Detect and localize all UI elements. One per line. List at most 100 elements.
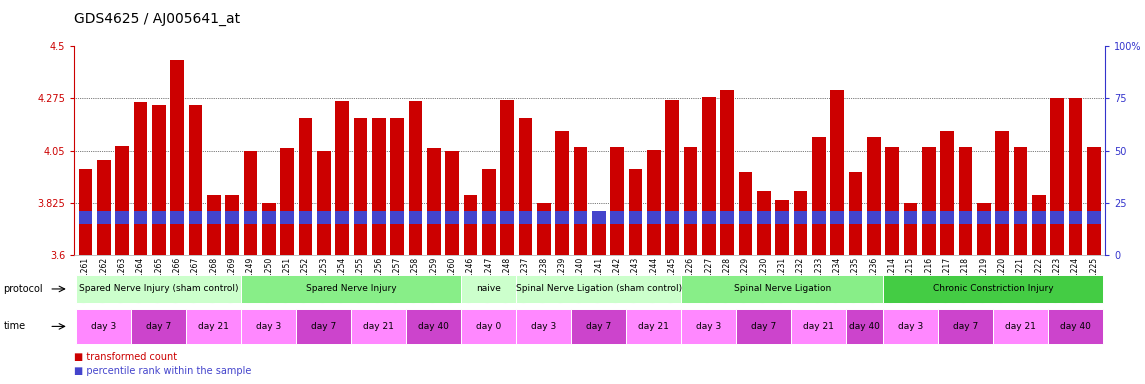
Bar	[793, 211, 807, 224]
Bar	[720, 211, 734, 224]
Bar	[500, 211, 514, 224]
Bar	[500, 99, 514, 255]
Bar	[812, 137, 826, 255]
Text: day 7: day 7	[751, 322, 776, 331]
Bar	[189, 105, 203, 255]
Bar	[629, 211, 642, 224]
Text: day 21: day 21	[804, 322, 835, 331]
Text: day 3: day 3	[696, 322, 721, 331]
Bar	[1068, 98, 1082, 255]
Text: Spinal Nerve Ligation (sham control): Spinal Nerve Ligation (sham control)	[515, 285, 682, 293]
Bar	[940, 131, 954, 255]
Bar	[372, 118, 386, 255]
Bar	[79, 211, 93, 224]
Bar	[152, 105, 166, 255]
Bar	[592, 220, 606, 255]
Text: Spared Nerve Injury (sham control): Spared Nerve Injury (sham control)	[79, 285, 238, 293]
Bar	[244, 151, 258, 255]
Bar	[409, 101, 423, 255]
Bar	[244, 211, 258, 224]
Bar	[922, 147, 935, 255]
Text: day 0: day 0	[476, 322, 502, 331]
Bar	[427, 211, 441, 224]
Bar	[445, 211, 459, 224]
Bar	[171, 60, 184, 255]
Bar	[812, 211, 826, 224]
Text: naive: naive	[476, 285, 502, 293]
Bar	[647, 149, 661, 255]
Bar	[592, 211, 606, 224]
Bar	[79, 169, 93, 255]
Text: day 7: day 7	[586, 322, 611, 331]
Bar	[922, 211, 935, 224]
Bar	[702, 97, 716, 255]
Bar	[464, 195, 477, 255]
Text: ■ percentile rank within the sample: ■ percentile rank within the sample	[74, 366, 252, 376]
Text: day 40: day 40	[418, 322, 449, 331]
Bar	[647, 211, 661, 224]
Bar	[574, 147, 587, 255]
Text: ■ transformed count: ■ transformed count	[74, 352, 177, 362]
Bar	[867, 137, 881, 255]
Text: day 21: day 21	[639, 322, 670, 331]
Bar	[281, 148, 294, 255]
Bar	[958, 147, 972, 255]
Bar	[775, 211, 789, 224]
Bar	[464, 211, 477, 224]
Bar	[427, 148, 441, 255]
Text: protocol: protocol	[3, 284, 44, 294]
Bar	[226, 211, 239, 224]
Bar	[555, 211, 569, 224]
Text: day 21: day 21	[1005, 322, 1036, 331]
Text: Chronic Constriction Injury: Chronic Constriction Injury	[933, 285, 1053, 293]
Text: day 7: day 7	[147, 322, 172, 331]
Bar	[775, 200, 789, 255]
Bar	[262, 211, 276, 224]
Bar	[262, 203, 276, 255]
Bar	[97, 211, 111, 224]
Bar	[1050, 211, 1064, 224]
Bar	[409, 211, 423, 224]
Bar	[885, 211, 899, 224]
Text: day 3: day 3	[92, 322, 117, 331]
Text: day 21: day 21	[198, 322, 229, 331]
Bar	[903, 203, 917, 255]
Bar	[317, 211, 331, 224]
Bar	[958, 211, 972, 224]
Bar	[390, 211, 404, 224]
Bar	[977, 211, 990, 224]
Bar	[335, 211, 349, 224]
Bar	[519, 118, 532, 255]
Text: day 7: day 7	[953, 322, 978, 331]
Bar	[830, 211, 844, 224]
Bar	[1013, 211, 1027, 224]
Bar	[555, 131, 569, 255]
Bar	[354, 211, 368, 224]
Bar	[445, 151, 459, 255]
Bar	[97, 160, 111, 255]
Text: day 3: day 3	[256, 322, 282, 331]
Bar	[482, 211, 496, 224]
Bar	[299, 211, 313, 224]
Bar	[1087, 211, 1100, 224]
Bar	[848, 211, 862, 224]
Bar	[134, 102, 148, 255]
Bar	[574, 211, 587, 224]
Bar	[739, 211, 752, 224]
Bar	[684, 211, 697, 224]
Text: GDS4625 / AJ005641_at: GDS4625 / AJ005641_at	[74, 12, 240, 25]
Bar	[207, 211, 221, 224]
Text: day 21: day 21	[363, 322, 394, 331]
Text: day 3: day 3	[898, 322, 923, 331]
Text: time: time	[3, 321, 25, 331]
Text: day 40: day 40	[850, 322, 881, 331]
Bar	[1068, 211, 1082, 224]
Bar	[354, 118, 368, 255]
Bar	[702, 211, 716, 224]
Bar	[189, 211, 203, 224]
Bar	[885, 147, 899, 255]
Bar	[372, 211, 386, 224]
Bar	[995, 131, 1009, 255]
Bar	[684, 147, 697, 255]
Bar	[629, 169, 642, 255]
